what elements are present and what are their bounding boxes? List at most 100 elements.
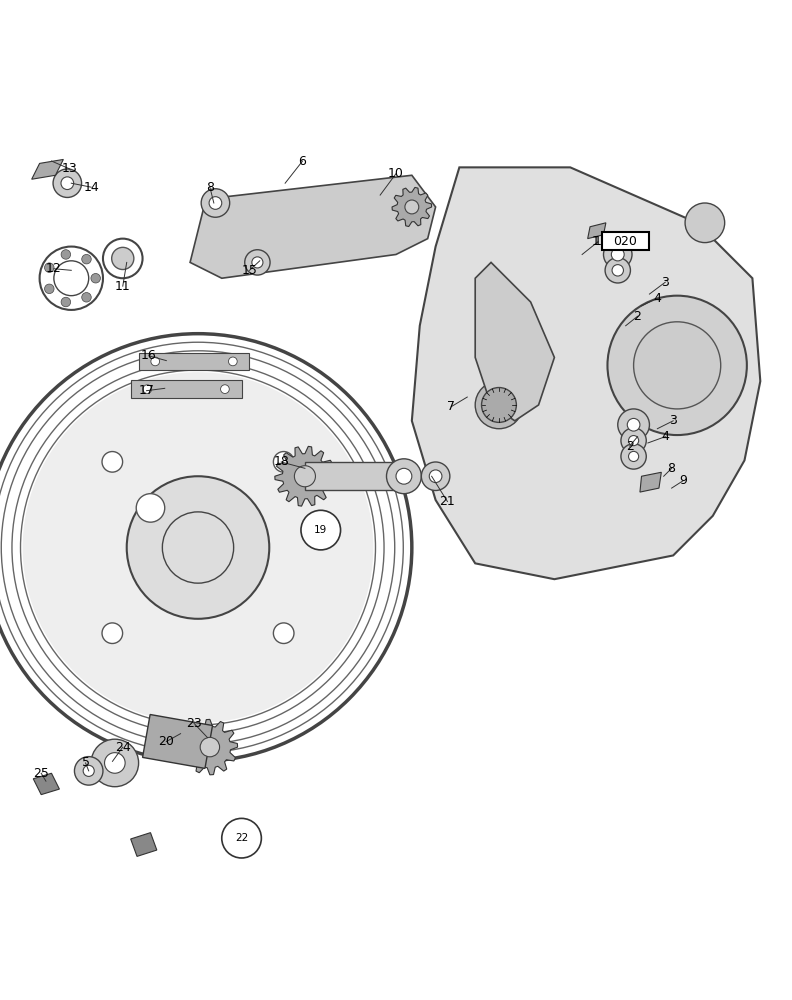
Text: 21: 21	[440, 495, 455, 508]
Text: 1: 1	[592, 235, 600, 248]
Circle shape	[629, 451, 638, 462]
Polygon shape	[182, 719, 238, 775]
Text: 8: 8	[668, 462, 676, 475]
Circle shape	[245, 250, 270, 275]
Circle shape	[396, 468, 412, 484]
Text: 16: 16	[141, 349, 157, 362]
Polygon shape	[640, 472, 661, 492]
Circle shape	[112, 247, 134, 270]
Polygon shape	[190, 175, 436, 278]
Text: 18: 18	[273, 455, 289, 468]
Circle shape	[273, 623, 294, 644]
Text: 11: 11	[115, 280, 131, 293]
Circle shape	[273, 452, 294, 472]
Circle shape	[605, 258, 630, 283]
Text: 20: 20	[158, 735, 174, 748]
Circle shape	[228, 357, 238, 366]
Circle shape	[91, 739, 139, 787]
Circle shape	[102, 623, 123, 644]
Circle shape	[629, 436, 638, 446]
Circle shape	[82, 254, 91, 264]
Text: 19: 19	[314, 525, 327, 535]
Bar	[305, 462, 400, 490]
Circle shape	[23, 372, 373, 723]
Circle shape	[61, 177, 74, 190]
Circle shape	[201, 189, 230, 217]
Text: 2: 2	[626, 440, 634, 453]
Text: 12: 12	[46, 262, 62, 275]
Circle shape	[621, 428, 646, 453]
Circle shape	[252, 257, 263, 268]
Text: 1: 1	[594, 235, 602, 248]
Text: 14: 14	[83, 181, 99, 194]
Circle shape	[386, 459, 421, 494]
Text: 10: 10	[388, 167, 404, 180]
Circle shape	[74, 757, 103, 785]
Polygon shape	[588, 223, 606, 239]
Circle shape	[83, 765, 94, 776]
Circle shape	[482, 388, 516, 422]
Circle shape	[105, 753, 125, 773]
Circle shape	[295, 466, 315, 487]
Circle shape	[612, 265, 623, 276]
Circle shape	[150, 357, 159, 366]
Circle shape	[604, 240, 632, 269]
Text: 5: 5	[82, 756, 89, 769]
Text: 6: 6	[299, 155, 307, 168]
Circle shape	[127, 476, 269, 619]
Circle shape	[44, 263, 54, 272]
Text: 24: 24	[115, 741, 131, 754]
Circle shape	[405, 200, 419, 214]
Circle shape	[102, 452, 123, 472]
Circle shape	[607, 296, 747, 435]
Polygon shape	[33, 773, 59, 795]
Circle shape	[61, 297, 70, 307]
Text: 7: 7	[447, 400, 455, 413]
Text: 13: 13	[62, 162, 78, 175]
Circle shape	[475, 381, 523, 429]
Circle shape	[200, 737, 219, 757]
Circle shape	[91, 273, 101, 283]
Circle shape	[627, 418, 640, 431]
Polygon shape	[475, 262, 554, 421]
Circle shape	[220, 385, 229, 393]
Text: 22: 22	[235, 833, 248, 843]
Polygon shape	[392, 187, 432, 227]
Circle shape	[143, 385, 151, 393]
Text: 8: 8	[206, 181, 214, 194]
Circle shape	[685, 203, 725, 243]
Circle shape	[209, 197, 222, 209]
Circle shape	[429, 470, 442, 483]
Circle shape	[621, 444, 646, 469]
Text: 4: 4	[661, 430, 669, 443]
Circle shape	[634, 322, 721, 409]
Text: 17: 17	[139, 384, 154, 397]
Text: 23: 23	[186, 717, 202, 730]
Circle shape	[44, 284, 54, 294]
Circle shape	[618, 409, 649, 441]
Bar	[131, 380, 242, 398]
Circle shape	[421, 462, 450, 490]
Circle shape	[136, 494, 165, 522]
Circle shape	[53, 169, 82, 197]
Polygon shape	[32, 159, 63, 179]
Text: 9: 9	[679, 474, 687, 487]
Circle shape	[82, 293, 91, 302]
Text: 25: 25	[33, 767, 49, 780]
Polygon shape	[131, 833, 157, 856]
Circle shape	[222, 818, 261, 858]
Text: 3: 3	[661, 276, 669, 289]
Text: 2: 2	[634, 310, 642, 323]
Text: 3: 3	[669, 414, 677, 427]
Bar	[139, 353, 249, 370]
Polygon shape	[412, 167, 760, 579]
Bar	[143, 715, 212, 768]
Text: 020: 020	[613, 235, 637, 248]
Circle shape	[611, 248, 624, 261]
Polygon shape	[275, 446, 335, 506]
FancyBboxPatch shape	[602, 232, 649, 250]
Circle shape	[301, 510, 341, 550]
Circle shape	[61, 250, 70, 259]
Text: 15: 15	[242, 264, 257, 277]
Text: 4: 4	[653, 292, 661, 305]
